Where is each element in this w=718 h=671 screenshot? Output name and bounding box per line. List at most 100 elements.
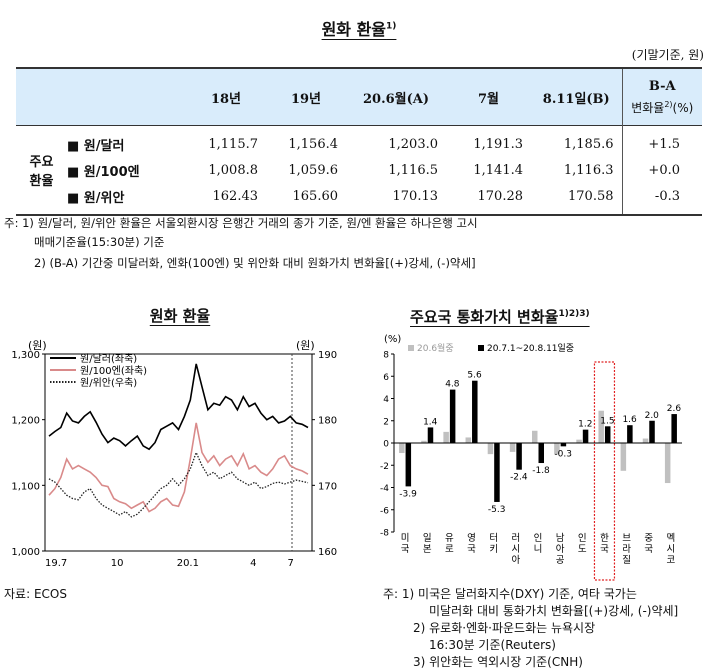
right-tick-label: 190 <box>318 350 337 361</box>
bar-y-tick-label: 6 <box>383 373 389 383</box>
bar-y-tick-label: 2 <box>383 417 389 427</box>
bar-june-3 <box>465 437 472 443</box>
bar-june-2 <box>443 431 449 443</box>
bar-june-10 <box>620 443 627 471</box>
right-footnote-1: 주: 1) 미국은 달러화지수(DXY) 기준, 여타 국가는 <box>383 587 637 601</box>
legend-label: 원/달러(좌축) <box>80 353 137 365</box>
x-tick-label: 4 <box>250 558 256 569</box>
legend-label-period: 20.7.1~20.8.11일중 <box>487 343 574 354</box>
bar-period-5 <box>516 443 522 470</box>
bar-category-label: 영 <box>467 533 476 544</box>
footnote-1-cont: 매매기준율(15:30분) 기준 <box>34 235 165 249</box>
row-label: ■ 원/달러 <box>67 138 125 154</box>
bar-category-label: 아 <box>556 544 565 555</box>
bar-y-tick-label: -2 <box>380 462 389 472</box>
header-aug11: 8.11일(B) <box>531 68 622 126</box>
series-line-2 <box>48 450 309 518</box>
footnote-2: 2) (B-A) 기간중 미달러화, 엔화(100엔) 및 위안화 대비 원화가… <box>34 256 476 270</box>
bar-data-label: -0.3 <box>554 449 572 459</box>
bar-category-label: 본 <box>423 544 432 555</box>
bar-period-0 <box>405 443 412 487</box>
right-tick-label: 170 <box>318 481 337 492</box>
bar-data-label: 5.6 <box>467 371 482 381</box>
bar-june-9 <box>598 410 604 443</box>
bar-category-label: 유 <box>445 533 454 544</box>
bar-category-label: 중 <box>644 533 653 544</box>
bar-category-label: 국 <box>401 544 410 555</box>
bar-category-label: 한 <box>600 533 609 544</box>
line-chart-legend: 원/달러(좌축)원/100엔(좌축)원/위안(우축) <box>50 353 147 389</box>
right-footnote-2-cont: 16:30분 기준(Reuters) <box>429 638 556 652</box>
legend-swatch-june <box>408 345 414 351</box>
header-july: 7월 <box>446 68 531 126</box>
bar-june-4 <box>487 443 494 455</box>
exchange-rate-table: 18년 19년 20.6월(A) 7월 8.11일(B) B-A 변화율2)(%… <box>16 67 702 216</box>
bar-category-label: 코 <box>667 555 676 566</box>
bar-chart-unit: (%) <box>384 334 401 345</box>
bar-period-8 <box>582 429 589 443</box>
table-row: 주요 환율 ■ 원/달러 1,115.7 1,156.4 1,203.0 1,19… <box>16 125 702 215</box>
left-tick-label: 1,300 <box>11 350 40 361</box>
bar-chart-legend: 20.6월중 20.7.1~20.8.11일중 <box>408 342 574 354</box>
bar-category-label: 국 <box>644 544 653 555</box>
unit-basis: (기말기준, 원) <box>631 48 704 62</box>
bar-category-label: 시 <box>667 544 676 555</box>
bar-june-6 <box>532 430 538 443</box>
bar-y-tick-label: 0 <box>383 440 389 450</box>
bar-category-label: 인 <box>534 533 543 544</box>
series-line-1 <box>48 422 309 513</box>
bar-data-label: 1.6 <box>622 415 637 425</box>
left-tick-label: 1,100 <box>11 481 40 492</box>
plot-frame <box>44 353 313 552</box>
bar-category-label: 아 <box>511 555 520 566</box>
bar-y-tick-label: 8 <box>383 351 389 361</box>
bar-category-label: 질 <box>622 554 631 566</box>
bar-period-6 <box>538 443 544 464</box>
row-label: ■ 원/위안 <box>67 190 125 206</box>
bar-data-label: 2.0 <box>645 411 660 421</box>
bar-category-label: 로 <box>445 544 454 555</box>
bar-category-label: 터 <box>489 533 498 544</box>
bar-category-label: 브 <box>622 533 631 544</box>
bar-data-label: -3.9 <box>399 489 417 499</box>
bar-june-12 <box>664 443 671 484</box>
bar-period-3 <box>472 380 478 443</box>
table-title: 원화 환율1) <box>321 20 397 39</box>
right-footnote-3: 3) 위안화는 역외시장 기준(CNH) <box>413 655 583 669</box>
bar-june-8 <box>576 439 582 443</box>
bar-category-label: 멕 <box>667 533 676 544</box>
right-footnote-2: 2) 유로화·엔화·파운드화는 뉴욕시장 <box>413 621 596 635</box>
data-source: 자료: ECOS <box>4 587 67 601</box>
bar-june-0 <box>399 443 405 454</box>
bar-category-label: 남 <box>556 533 565 544</box>
bar-data-label: 4.8 <box>445 380 460 390</box>
x-tick-label: 10 <box>111 558 124 569</box>
bar-y-tick-label: 4 <box>383 395 389 405</box>
bar-y-tick-label: -6 <box>380 506 389 516</box>
bar-june-11 <box>642 438 649 443</box>
bar-category-label: 인 <box>578 533 587 544</box>
left-tick-label: 1,000 <box>11 547 40 558</box>
bar-category-label: 키 <box>489 544 498 555</box>
bar-june-7 <box>554 443 560 455</box>
legend-label: 원/100엔(좌축) <box>80 365 147 377</box>
legend-swatch-period <box>478 345 484 351</box>
series-line-0 <box>48 363 309 451</box>
bar-period-4 <box>494 443 500 502</box>
bar-data-label: 1.5 <box>600 416 614 426</box>
x-tick-label: 19.7 <box>45 558 67 569</box>
row-label: ■ 원/100엔 <box>67 164 140 180</box>
bar-data-label: -1.8 <box>532 466 550 476</box>
bar-data-label: 1.4 <box>423 417 438 427</box>
footnote-1: 주: 1) 원/달러, 원/위안 환율은 서울외환시장 은행간 거래의 종가 기… <box>4 216 478 230</box>
bar-period-9 <box>604 426 611 443</box>
bar-june-1 <box>421 440 427 443</box>
left-tick-label: 1,200 <box>11 416 40 427</box>
bar-period-11 <box>649 420 655 443</box>
group-label: 주요 환율 <box>16 125 66 215</box>
bar-y-tick-label: -8 <box>380 529 389 539</box>
bar-category-label: 공 <box>556 555 565 566</box>
bar-category-label: 니 <box>534 544 543 555</box>
left-axis-unit: (원) <box>28 339 47 352</box>
bar-period-12 <box>671 414 677 443</box>
